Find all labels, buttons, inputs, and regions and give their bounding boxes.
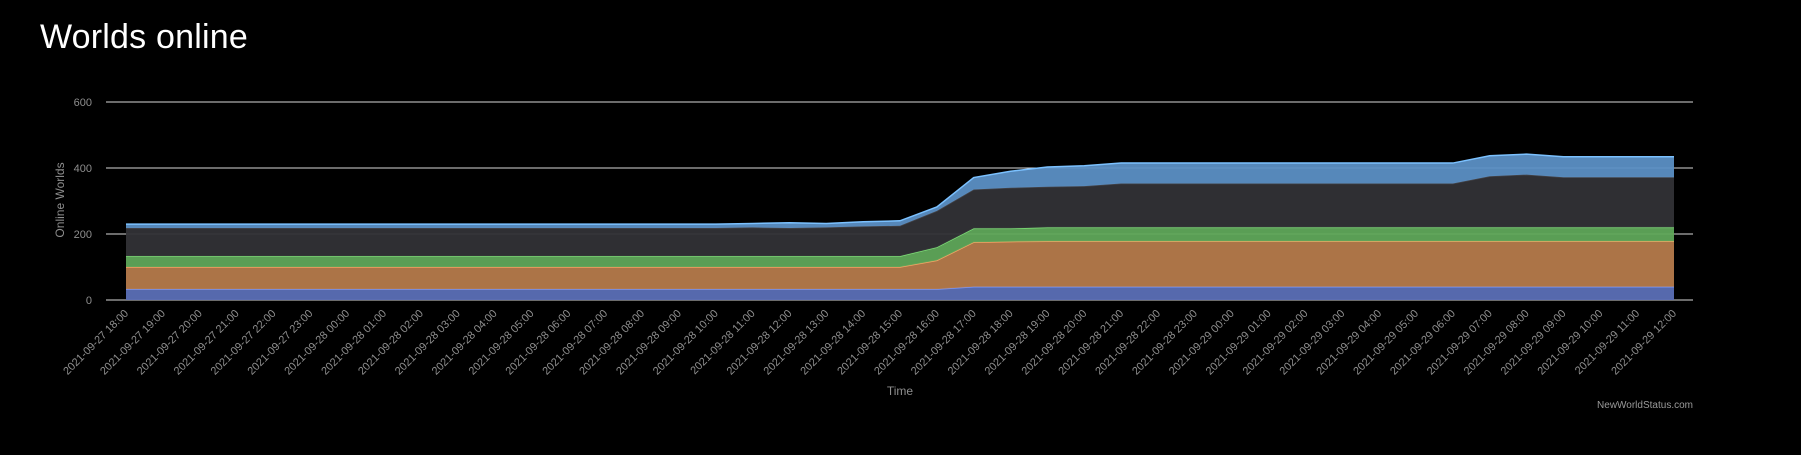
x-tick-label: 2021-09-29 07:00 [1425,308,1495,378]
area-series-3 [126,227,1674,267]
x-tick-label: 2021-09-29 02:00 [1241,308,1311,378]
x-tick-label: 2021-09-28 14:00 [798,308,868,378]
x-tick-label: 2021-09-28 01:00 [319,308,389,378]
x-tick-label: 2021-09-29 00:00 [1167,308,1237,378]
x-tick-label: 2021-09-29 09:00 [1499,308,1569,378]
x-tick-label: 2021-09-27 23:00 [246,308,316,378]
y-tick-label: 0 [86,295,92,307]
x-tick-label: 2021-09-28 09:00 [614,308,684,378]
x-tick-label: 2021-09-29 01:00 [1204,308,1274,378]
x-tick-label: 2021-09-27 20:00 [135,308,205,378]
area-series-1 [126,286,1674,300]
x-tick-label: 2021-09-27 18:00 [61,308,131,378]
x-tick-label: 2021-09-28 00:00 [282,308,352,378]
area-series-5 [126,154,1674,229]
x-tick-label: 2021-09-29 03:00 [1278,308,1348,378]
x-tick-label: 2021-09-28 08:00 [577,308,647,378]
page-title: Worlds online [40,18,248,56]
area-series [126,153,1674,300]
x-tick-label: 2021-09-29 04:00 [1314,308,1384,378]
x-tick-label: 2021-09-28 06:00 [504,308,574,378]
y-axis-ticks: 0 200 400 600 [74,97,92,307]
x-tick-label: 2021-09-28 21:00 [1056,308,1126,378]
x-tick-label: 2021-09-29 05:00 [1351,308,1421,378]
area-series-4 [126,174,1674,257]
source-credit: NewWorldStatus.com [1597,400,1693,411]
x-tick-label: 2021-09-29 08:00 [1462,308,1532,378]
x-tick-label: 2021-09-27 19:00 [98,308,168,378]
x-tick-label: 2021-09-28 19:00 [983,308,1053,378]
x-tick-label: 2021-09-29 06:00 [1388,308,1458,378]
x-tick-label: 2021-09-28 18:00 [946,308,1016,378]
area-series-2 [126,241,1674,290]
x-tick-label: 2021-09-28 10:00 [651,308,721,378]
x-tick-label: 2021-09-28 22:00 [1093,308,1163,378]
x-tick-label: 2021-09-27 21:00 [172,308,242,378]
x-tick-label: 2021-09-28 03:00 [393,308,463,378]
y-axis-label: Online Worlds [53,162,67,237]
x-tick-label: 2021-09-28 07:00 [540,308,610,378]
y-tick-label: 600 [74,97,92,109]
series-line-5 [126,153,1674,225]
y-tick-label: 400 [74,163,92,175]
x-tick-label: 2021-09-28 02:00 [356,308,426,378]
x-tick-label: 2021-09-28 23:00 [1130,308,1200,378]
x-tick-label: 2021-09-28 17:00 [909,308,979,378]
x-tick-label: 2021-09-28 11:00 [688,308,757,377]
x-tick-label: 2021-09-29 10:00 [1536,308,1606,378]
x-tick-label: 2021-09-28 04:00 [430,308,500,378]
x-axis-label: Time [887,384,914,398]
x-tick-label: 2021-09-28 12:00 [725,308,795,378]
y-tick-label: 200 [74,229,92,241]
x-tick-label: 2021-09-28 13:00 [762,308,832,378]
x-tick-label: 2021-09-28 20:00 [1020,308,1090,378]
x-tick-label: 2021-09-28 05:00 [467,308,537,378]
x-tick-label: 2021-09-29 12:00 [1609,308,1679,378]
x-tick-label: 2021-09-28 16:00 [872,308,942,378]
x-tick-label: 2021-09-29 11:00 [1573,308,1642,377]
x-tick-label: 2021-09-28 15:00 [835,308,905,378]
x-tick-label: 2021-09-27 22:00 [209,308,279,378]
